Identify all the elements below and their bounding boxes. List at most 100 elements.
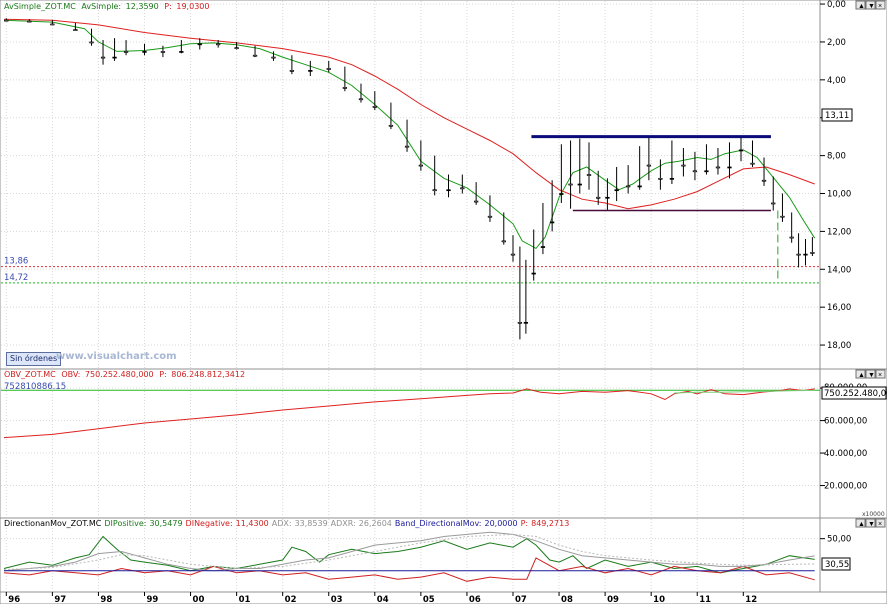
- svg-text:▲: ▲: [858, 3, 865, 10]
- candle-down: [549, 221, 555, 224]
- candle-down: [614, 189, 619, 192]
- price-header-p-label: P:: [164, 2, 172, 11]
- x-tick-label: 04: [377, 595, 389, 604]
- candle-down: [738, 149, 744, 152]
- price-y-tick-label: 2,00: [827, 38, 846, 48]
- orders-button[interactable]: Sin órdenes: [6, 352, 62, 366]
- price-level-label: 13,86: [4, 257, 28, 267]
- candle-up: [326, 68, 331, 70]
- dm-header-part: DirectionanMov_ZOT.MC: [4, 519, 102, 528]
- candle-down: [308, 70, 313, 72]
- price-y-tick-label: 8,00: [827, 152, 846, 162]
- candle-down: [142, 51, 147, 53]
- x-tick-label: 08: [561, 595, 573, 604]
- price-header-ind-label: AvSimple:: [81, 2, 121, 11]
- candle-down: [540, 246, 546, 248]
- candle-up: [780, 215, 785, 218]
- dm-header-part: 30,5479: [149, 519, 182, 528]
- price-axis-area: [819, 0, 887, 370]
- candle-down: [446, 189, 451, 192]
- svg-text:×: ×: [878, 3, 882, 10]
- obv-series-line-1: [674, 389, 815, 394]
- horizontal-levels: 14,72 13,86: [1, 257, 820, 391]
- dm-header-part: 26,2604: [359, 519, 392, 528]
- candle-down: [637, 185, 642, 188]
- x-tick-label: 99: [146, 595, 158, 604]
- dm-header-part: 33,8539: [295, 519, 328, 528]
- x-tick-label: 96: [8, 595, 20, 604]
- svg-text:×: ×: [878, 372, 882, 379]
- candle-down: [605, 196, 610, 199]
- price-y-tick-label: 10,00: [827, 190, 851, 200]
- svg-text:▼: ▼: [868, 372, 875, 379]
- price-header: AvSimple_ZOT.MC AvSimple: 12,3590 P: 19,…: [4, 2, 209, 11]
- obv-header-name: OBV_ZOT.MC: [4, 370, 56, 379]
- candle-up: [4, 19, 9, 22]
- candle-up: [418, 164, 424, 167]
- candle-up: [658, 177, 663, 180]
- candle-up: [681, 164, 686, 167]
- candle-up: [432, 189, 437, 192]
- price-ma_long-line: [3, 18, 815, 210]
- dm-header-part: 11,4300: [236, 519, 269, 528]
- obv-y-tick-label: 40.000,00: [824, 449, 867, 459]
- candle-up: [715, 166, 721, 169]
- price-header-p-value: 19,0300: [176, 2, 209, 11]
- candle-up: [646, 164, 652, 167]
- x-tick-label: 07: [515, 595, 527, 604]
- candle-down: [559, 193, 564, 195]
- obv-header-ind-value: 750.252.480,000: [85, 370, 154, 379]
- candle-up: [568, 183, 573, 186]
- price-ma_short-line: [3, 19, 816, 250]
- candle-up: [501, 240, 506, 243]
- candle-up: [388, 124, 394, 127]
- x-tick-label: 09: [607, 595, 619, 604]
- candle-up: [252, 54, 258, 57]
- x-tick-label: 00: [193, 595, 205, 604]
- price-header-ind-value: 12,3590: [126, 2, 159, 11]
- candle-up: [473, 200, 479, 203]
- candle-up: [460, 187, 465, 190]
- candle-up: [89, 41, 94, 44]
- x-tick-label: 10: [653, 595, 665, 604]
- price-last-value: 13,11: [825, 111, 849, 121]
- x-tick-label: 97: [54, 595, 66, 604]
- indicator-lines: [3, 18, 816, 582]
- candle-up: [100, 56, 106, 59]
- price-y-tick-label: 16,00: [827, 303, 851, 313]
- candle-up: [517, 321, 523, 324]
- candle-up: [596, 196, 601, 199]
- dm-header-part: Band_DirectionalMov:: [395, 519, 482, 528]
- trend-lines: [531, 135, 779, 283]
- candle-up: [796, 253, 801, 256]
- price-last-value-tag: 13,11: [821, 108, 853, 122]
- dm-last-value-tag: 30,55: [821, 557, 851, 571]
- svg-text:▼: ▼: [868, 3, 875, 10]
- candle-up: [27, 20, 32, 23]
- price-y-tick-label: 4,00: [827, 76, 846, 86]
- candle-up: [372, 106, 377, 108]
- x-tick-label: 11: [699, 595, 711, 604]
- candle-down: [179, 51, 184, 53]
- panel-arrows[interactable]: ▲ ▼ × ▲ ▼ × ▲ ▼ ×: [855, 0, 886, 528]
- candle-up: [761, 179, 767, 182]
- x-tick-label: 12: [745, 595, 757, 604]
- candle-down: [523, 321, 529, 324]
- svg-text:×: ×: [878, 521, 882, 528]
- candle-up: [750, 162, 755, 165]
- obv-y-tick-label: 60.000,00: [824, 417, 867, 427]
- candle-up: [404, 145, 410, 148]
- candle-down: [704, 170, 709, 173]
- candle-down: [112, 56, 117, 59]
- x-tick-label: 05: [423, 595, 435, 604]
- svg-text:▼: ▼: [868, 521, 875, 528]
- price-candles: [4, 18, 815, 340]
- obv-last-value: 750.252.480,00: [824, 389, 887, 399]
- candle-up: [771, 202, 776, 205]
- candle-up: [510, 253, 516, 256]
- dm-header: DirectionanMov_ZOT.MC DIPositive: 30,5479 D…: [4, 519, 569, 528]
- candle-down: [669, 177, 675, 180]
- candle-up: [586, 174, 592, 176]
